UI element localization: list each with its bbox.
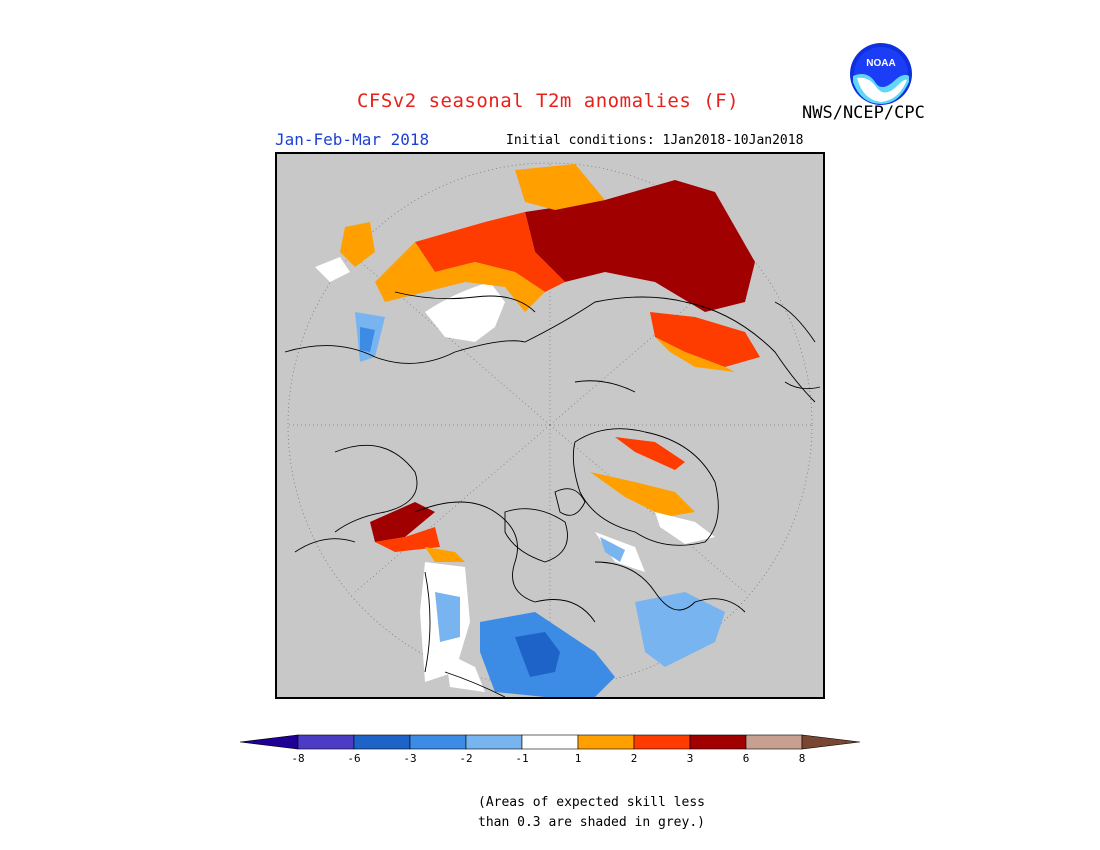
legend-bin bbox=[633, 734, 691, 750]
noaa-logo-text: NOAA bbox=[866, 58, 895, 69]
skill-note-line1: (Areas of expected skill less bbox=[478, 795, 705, 810]
skill-note-line2: than 0.3 are shaded in grey.) bbox=[478, 815, 705, 830]
legend-tick-label: -3 bbox=[403, 752, 417, 765]
legend-tick-label: -6 bbox=[347, 752, 361, 765]
legend-tick-label: -1 bbox=[515, 752, 529, 765]
russia-orange-north bbox=[515, 164, 605, 210]
china-orange bbox=[340, 222, 375, 267]
legend-tick-label: 3 bbox=[686, 752, 694, 765]
baffin-blue bbox=[600, 537, 625, 562]
canada-light-blue bbox=[435, 592, 460, 642]
russia-dark-red bbox=[525, 180, 755, 312]
legend-bin bbox=[409, 734, 467, 750]
noaa-logo: NOAA bbox=[850, 43, 912, 105]
season-label: Jan-Feb-Mar 2018 bbox=[275, 130, 430, 149]
alaska-orange bbox=[425, 547, 465, 562]
legend-bin bbox=[689, 734, 747, 750]
legend-tick-label: -2 bbox=[459, 752, 473, 765]
legend-bin bbox=[297, 734, 355, 750]
scandinavia-red bbox=[650, 312, 760, 367]
chart-title: CFSv2 seasonal T2m anomalies (F) bbox=[356, 90, 740, 112]
legend-bin bbox=[577, 734, 635, 750]
color-legend bbox=[239, 734, 861, 750]
legend-tick-label: 8 bbox=[798, 752, 806, 765]
legend-tick-label: 1 bbox=[574, 752, 582, 765]
latitude-circle bbox=[287, 162, 813, 688]
polar-map bbox=[275, 152, 825, 699]
legend-tick-label: 2 bbox=[630, 752, 638, 765]
legend-bin-arrow-high bbox=[801, 734, 861, 750]
meridians bbox=[289, 164, 811, 687]
legend-tick-label: 6 bbox=[742, 752, 750, 765]
agency-label: NWS/NCEP/CPC bbox=[802, 103, 925, 123]
europe-blue bbox=[360, 327, 375, 352]
russia-red bbox=[415, 212, 565, 292]
skill-note: (Areas of expected skill less than 0.3 a… bbox=[478, 793, 705, 833]
siberia-white bbox=[425, 282, 505, 342]
alaska-dark-red bbox=[370, 502, 435, 542]
us-white bbox=[445, 652, 485, 692]
legend-tick-label: -8 bbox=[291, 752, 305, 765]
map-frame bbox=[275, 152, 825, 699]
kazakh-white bbox=[315, 257, 350, 282]
greenland-red bbox=[615, 437, 685, 470]
alaska-red bbox=[375, 527, 440, 552]
quebec-light-blue bbox=[635, 592, 725, 667]
plains-dark-blue bbox=[515, 632, 560, 677]
greenland-white bbox=[655, 512, 715, 544]
coastlines bbox=[284, 291, 821, 698]
greenland-orange bbox=[590, 472, 695, 517]
legend-bin bbox=[353, 734, 411, 750]
legend-bin bbox=[465, 734, 523, 750]
russia-orange bbox=[375, 242, 545, 312]
initial-conditions-label: Initial conditions: 1Jan2018-10Jan2018 bbox=[506, 133, 804, 148]
legend-bin bbox=[521, 734, 579, 750]
legend-bin bbox=[745, 734, 803, 750]
legend-bin-arrow-low bbox=[239, 734, 299, 750]
scandinavia-orange bbox=[655, 337, 735, 372]
